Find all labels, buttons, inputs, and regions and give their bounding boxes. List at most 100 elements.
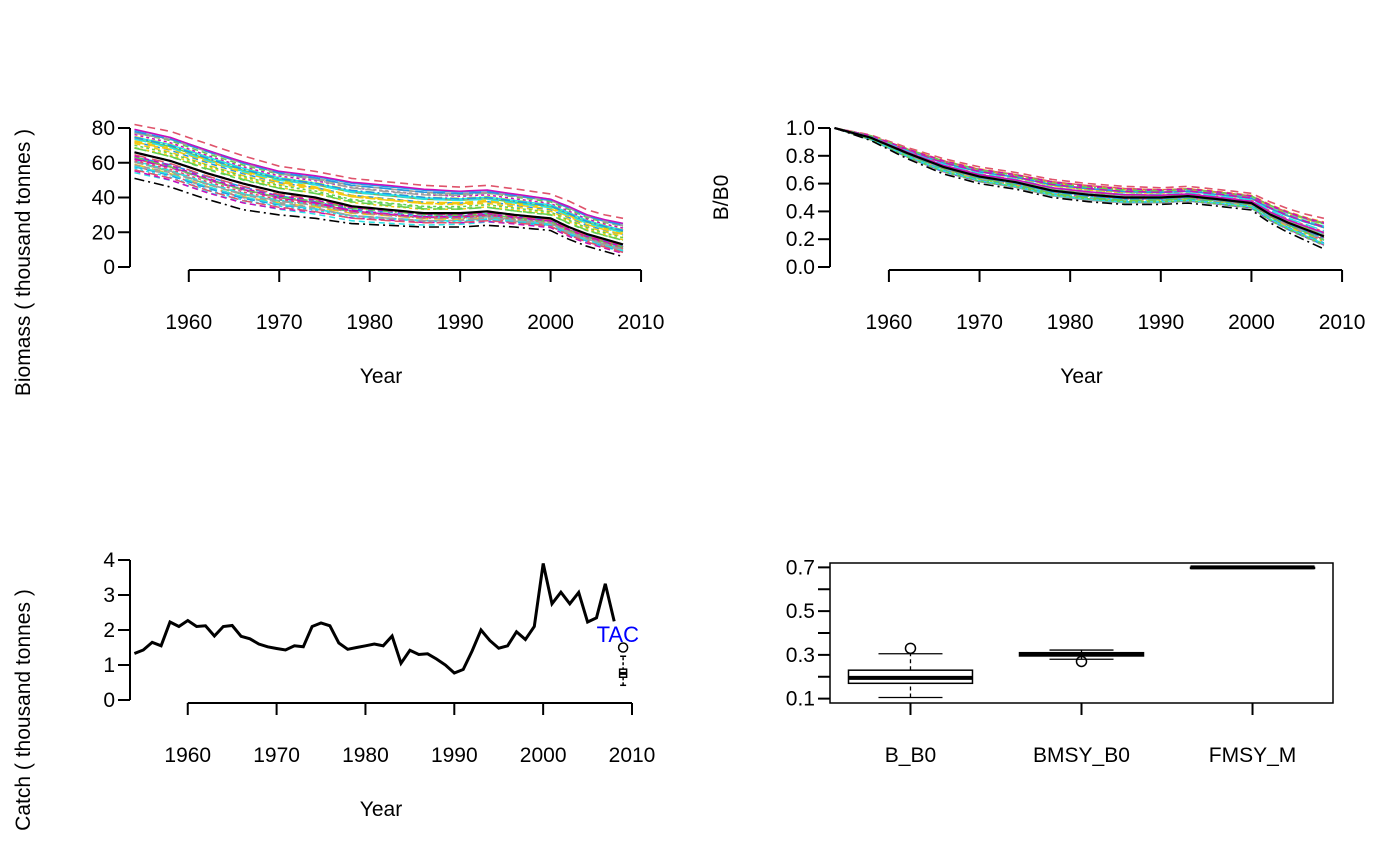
y-tick-label: 3 bbox=[103, 584, 115, 607]
panel-parameters: B_B0 BMSY_B0 FMSY_M 0.1 0.3 0.5 0.7 bbox=[786, 556, 1334, 767]
trajectory-line bbox=[834, 127, 1325, 241]
trajectory-line bbox=[134, 133, 624, 229]
central-trajectory-line bbox=[134, 151, 624, 246]
trajectory-line bbox=[134, 153, 624, 247]
trajectory-line bbox=[134, 169, 624, 254]
y-tick-label: 0.2 bbox=[786, 228, 815, 251]
trajectory-line bbox=[134, 130, 624, 226]
trajectory-line bbox=[834, 127, 1325, 247]
trajectory-line bbox=[834, 127, 1325, 229]
tac-annotation: TAC bbox=[597, 622, 639, 647]
y-tick-label: 0 bbox=[103, 256, 115, 279]
y-axis-label: B/B0 bbox=[710, 175, 733, 221]
panel-catch: TAC 1960 1970 1980 1990 2000 2010 0 1 2 3 4 Year Catc… bbox=[12, 549, 655, 831]
y-tick-label: 4 bbox=[103, 549, 115, 572]
x-tick-label: 2010 bbox=[618, 311, 665, 334]
trajectory-line bbox=[834, 127, 1325, 229]
trajectory-line bbox=[834, 127, 1325, 229]
trajectory-line bbox=[834, 127, 1325, 220]
trajectory-line bbox=[834, 127, 1325, 224]
trajectory-line bbox=[834, 127, 1325, 241]
x-tick-label: 1960 bbox=[165, 311, 212, 334]
x-tick-label: 2010 bbox=[609, 744, 656, 767]
trajectory-line bbox=[134, 164, 624, 251]
y-axis-label: Biomass ( thousand tonnes ) bbox=[12, 129, 35, 396]
y-tick-label: 0.3 bbox=[786, 644, 815, 667]
x-tick-label: 1970 bbox=[253, 744, 300, 767]
trajectory-line bbox=[134, 146, 624, 241]
trajectory-line bbox=[834, 127, 1325, 228]
y-tick-label: 0.6 bbox=[786, 173, 815, 196]
trajectory-line bbox=[834, 127, 1325, 250]
y-tick-label: 2 bbox=[103, 619, 115, 642]
trajectory-line bbox=[134, 160, 624, 250]
y-tick-label: 0.1 bbox=[786, 688, 815, 711]
y-tick-label: 0.0 bbox=[786, 256, 815, 279]
trajectory-line bbox=[134, 141, 624, 236]
trajectory-line bbox=[834, 127, 1325, 235]
x-tick-label: 1960 bbox=[164, 744, 211, 767]
y-tick-label: 1 bbox=[103, 654, 115, 677]
trajectory-line bbox=[834, 127, 1325, 228]
trajectory-line bbox=[134, 144, 624, 239]
trajectory-line bbox=[134, 170, 624, 255]
x-tick-label: 2010 bbox=[1319, 311, 1366, 334]
x-tick-label: BMSY_B0 bbox=[1033, 744, 1130, 767]
y-tick-label: 60 bbox=[92, 152, 115, 175]
trajectory-line bbox=[834, 127, 1325, 240]
y-tick-label: 0.5 bbox=[786, 600, 815, 623]
trajectory-line bbox=[834, 127, 1325, 235]
trajectory-line bbox=[134, 138, 624, 234]
x-axis-label: Year bbox=[360, 798, 402, 821]
x-tick-label: 1980 bbox=[1047, 311, 1094, 334]
trajectory-line bbox=[834, 127, 1325, 235]
x-tick-label: 1970 bbox=[956, 311, 1003, 334]
x-tick-label: B_B0 bbox=[885, 744, 936, 767]
trajectory-line bbox=[834, 127, 1325, 240]
trajectory-line bbox=[834, 127, 1325, 234]
x-tick-label: 1980 bbox=[346, 311, 393, 334]
y-tick-label: 0.8 bbox=[786, 145, 815, 168]
y-tick-label: 0 bbox=[103, 689, 115, 712]
trajectory-line bbox=[134, 177, 624, 258]
box-outlier bbox=[1075, 655, 1088, 668]
panel-depletion: 1960 1970 1980 1990 2000 2010 0.0 0.2 0.4 0.6 0.8 1… bbox=[710, 117, 1365, 388]
tac-outlier bbox=[617, 642, 629, 653]
x-tick-label: FMSY_M bbox=[1209, 744, 1297, 767]
chart-panels: 1960 1970 1980 1990 2000 2010020406080YearBio… bbox=[12, 117, 1365, 831]
trajectory-line bbox=[834, 127, 1325, 233]
y-tick-label: 0.4 bbox=[786, 200, 816, 223]
x-tick-label: 2000 bbox=[1228, 311, 1275, 334]
x-tick-label: 1970 bbox=[256, 311, 303, 334]
y-tick-label: 1.0 bbox=[786, 117, 815, 140]
x-tick-label: 1990 bbox=[437, 311, 484, 334]
trajectory-line bbox=[834, 127, 1325, 234]
trajectory-line bbox=[134, 136, 624, 232]
trajectory-line bbox=[134, 140, 624, 235]
x-tick-label: 1960 bbox=[866, 311, 913, 334]
trajectory-line bbox=[834, 127, 1325, 229]
y-tick-label: 80 bbox=[92, 117, 115, 140]
x-tick-label: 1990 bbox=[431, 744, 478, 767]
trajectory-line bbox=[834, 127, 1325, 229]
trajectory-line bbox=[134, 128, 624, 225]
trajectory-line bbox=[834, 127, 1325, 228]
trajectory-line bbox=[834, 127, 1325, 232]
trajectory-line bbox=[834, 127, 1325, 236]
x-tick-label: 2000 bbox=[520, 744, 567, 767]
trajectory-line bbox=[134, 123, 624, 220]
y-tick-label: 0.7 bbox=[786, 556, 815, 579]
x-axis-label: Year bbox=[1060, 365, 1102, 388]
y-axis-label: Catch ( thousand tonnes ) bbox=[12, 589, 35, 831]
x-tick-label: 1980 bbox=[342, 744, 389, 767]
x-tick-label: 2000 bbox=[527, 311, 574, 334]
central-trajectory-line bbox=[834, 126, 1325, 238]
trajectory-line bbox=[134, 147, 624, 242]
trajectory-line bbox=[834, 127, 1325, 245]
x-axis-label: Year bbox=[360, 365, 402, 388]
box-outlier bbox=[904, 642, 917, 655]
trajectory-line bbox=[834, 127, 1325, 225]
y-tick-label: 40 bbox=[92, 187, 115, 210]
trajectory-line bbox=[134, 136, 624, 231]
